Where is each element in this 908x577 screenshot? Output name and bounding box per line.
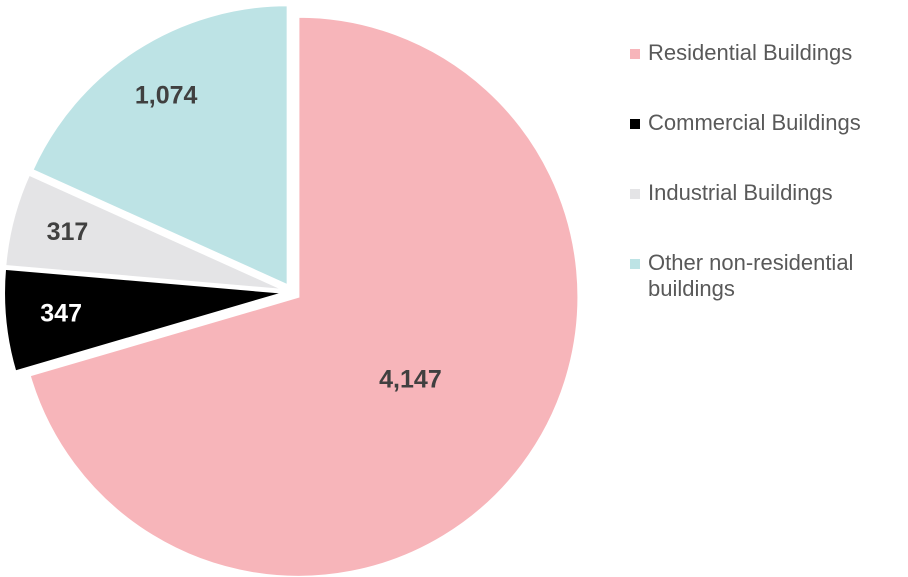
legend-label: Commercial Buildings <box>648 110 861 135</box>
legend-label: Other non-residential buildings <box>648 250 854 301</box>
pie-slice <box>28 15 580 577</box>
legend-label: Residential Buildings <box>648 40 853 65</box>
legend: Residential Buildings Commercial Building… <box>630 40 902 346</box>
legend-item: Industrial Buildings <box>630 180 902 206</box>
data-label: 347 <box>40 300 82 328</box>
data-label: 317 <box>47 218 89 246</box>
legend-item: Residential Buildings <box>630 40 902 66</box>
data-label: 1,074 <box>135 82 198 110</box>
legend-swatch <box>630 119 640 129</box>
pie-slice <box>3 267 285 373</box>
legend-item: Commercial Buildings <box>630 110 902 136</box>
legend-label: Industrial Buildings <box>648 180 833 205</box>
legend-swatch <box>630 49 640 59</box>
pie-slice <box>4 173 285 291</box>
pie-slice <box>31 4 289 287</box>
data-label: 4,147 <box>379 365 442 393</box>
legend-swatch <box>630 259 640 269</box>
legend-item: Other non-residential buildings <box>630 250 902 302</box>
pie: 4,147 347 317 1,074 <box>3 4 580 577</box>
legend-swatch <box>630 189 640 199</box>
